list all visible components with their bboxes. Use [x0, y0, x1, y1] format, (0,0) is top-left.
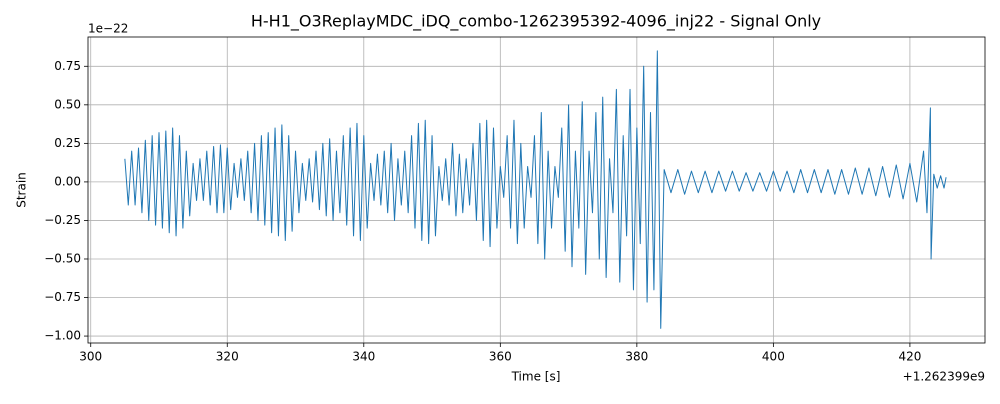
- y-offset-label: 1e−22: [88, 22, 128, 36]
- x-tick-label: 420: [898, 350, 921, 364]
- x-tick-label: 340: [352, 350, 375, 364]
- y-tick-label: 0.50: [54, 97, 81, 111]
- y-tick-label: 0.75: [54, 59, 81, 73]
- y-tick-label: −0.75: [44, 290, 81, 304]
- y-tick-label: −1.00: [44, 329, 81, 343]
- x-tick-label: 360: [489, 350, 512, 364]
- y-tick-label: 0.25: [54, 136, 81, 150]
- chart-title: H-H1_O3ReplayMDC_iDQ_combo-1262395392-40…: [251, 12, 821, 32]
- plot-frame: [87, 36, 986, 344]
- y-tick-label: 0.00: [54, 174, 81, 188]
- x-tick-label: 380: [625, 350, 648, 364]
- x-offset-label: +1.262399e9: [903, 370, 985, 384]
- y-axis-label: Strain: [15, 172, 29, 208]
- x-tick-label: 320: [216, 350, 239, 364]
- y-tick-label: −0.25: [44, 213, 81, 227]
- x-tick-label: 400: [762, 350, 785, 364]
- signal-line: [124, 50, 947, 329]
- y-tick-label: −0.50: [44, 251, 81, 265]
- x-tick-label: 300: [79, 350, 102, 364]
- x-axis-label: Time [s]: [511, 370, 561, 384]
